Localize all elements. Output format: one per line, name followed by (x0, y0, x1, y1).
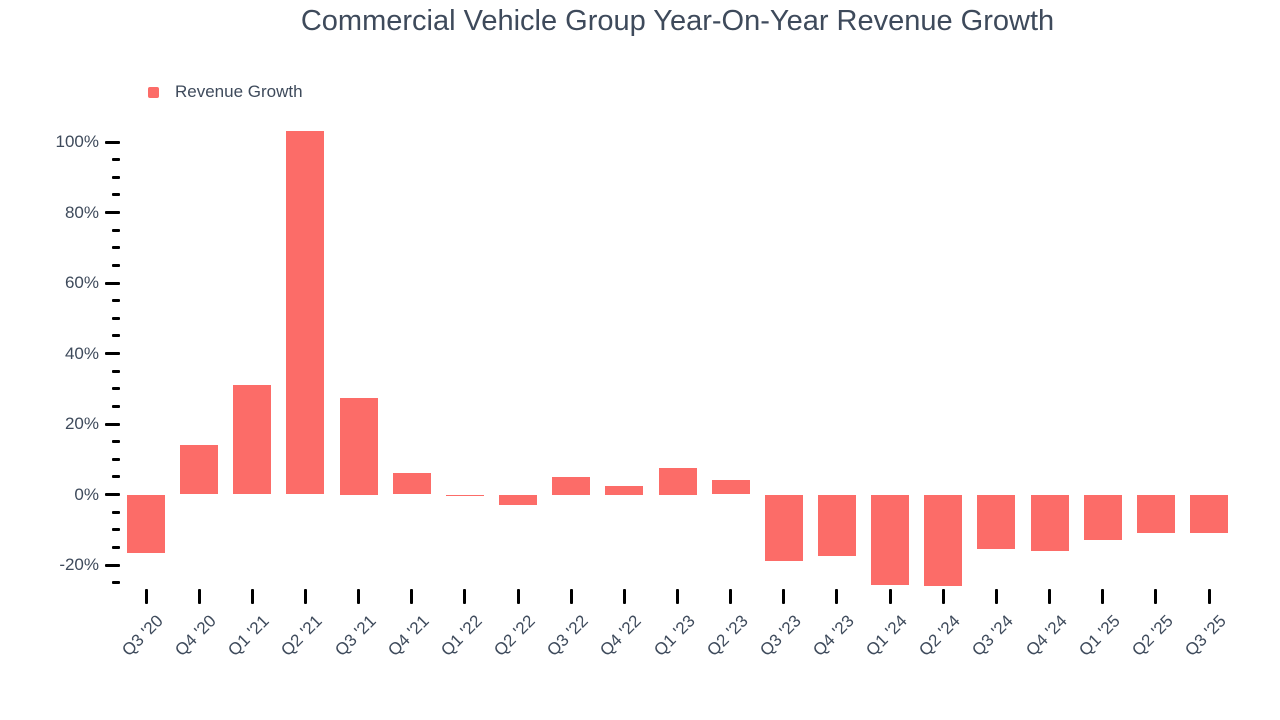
x-tick (144, 589, 148, 604)
legend-swatch-icon (148, 86, 159, 98)
x-tick (782, 589, 786, 604)
y-major-tick (105, 493, 120, 496)
bar (233, 385, 272, 495)
x-tick (1154, 589, 1158, 604)
y-tick-label: 20% (64, 414, 99, 433)
x-tick (357, 589, 361, 604)
x-tick (729, 589, 733, 604)
x-tick (676, 589, 679, 604)
y-minor-tick (112, 263, 120, 267)
y-major-tick (105, 140, 120, 144)
y-minor-tick (112, 193, 120, 197)
chart-title: Commercial Vehicle Group Year-On-Year Re… (300, 5, 1055, 37)
bar (764, 494, 803, 562)
y-minor-tick (112, 581, 120, 585)
x-tick (250, 589, 254, 604)
y-tick-label: 80% (64, 202, 99, 222)
y-minor-tick (112, 316, 120, 320)
x-tick (516, 589, 520, 604)
legend-label: Revenue Growth (175, 82, 303, 101)
bar (499, 494, 538, 506)
x-tick (622, 589, 626, 604)
bar (658, 468, 697, 495)
y-minor-tick (112, 334, 120, 338)
x-tick (1207, 589, 1211, 604)
y-minor-tick (112, 175, 120, 179)
bar (339, 397, 378, 495)
y-major-tick (105, 352, 120, 355)
bar (1136, 494, 1175, 534)
y-minor-tick (112, 246, 120, 250)
y-minor-tick (112, 158, 120, 162)
x-tick (1048, 589, 1052, 604)
bar (127, 494, 165, 553)
y-major-tick (105, 422, 120, 426)
y-minor-tick (112, 457, 120, 461)
bar (286, 131, 325, 495)
y-minor-tick (112, 404, 120, 408)
bar (1190, 494, 1228, 534)
y-minor-tick (112, 299, 120, 303)
y-minor-tick (112, 440, 120, 444)
x-tick (303, 589, 307, 604)
x-tick (941, 589, 945, 604)
x-tick (410, 589, 414, 604)
bar (1030, 494, 1069, 551)
bar (392, 473, 431, 495)
bar (605, 485, 644, 495)
x-tick (994, 589, 998, 604)
y-minor-tick (112, 475, 120, 479)
y-major-tick (105, 281, 120, 285)
y-minor-tick (112, 510, 120, 514)
bar (552, 476, 591, 495)
y-minor-tick (112, 545, 120, 549)
y-tick-label: 60% (64, 273, 99, 292)
x-tick (197, 589, 201, 604)
x-tick (463, 589, 467, 604)
bar (711, 480, 750, 495)
y-minor-tick (112, 528, 120, 532)
y-major-tick (105, 563, 120, 567)
x-tick (835, 589, 839, 604)
bar (871, 494, 910, 586)
bar (445, 494, 484, 496)
legend: Revenue Growth (148, 80, 303, 104)
x-tick (888, 589, 892, 604)
y-tick-label: 40% (64, 343, 99, 363)
x-tick (1101, 589, 1105, 604)
y-tick-label: -20% (59, 555, 99, 574)
y-major-tick (105, 211, 120, 214)
y-minor-tick (112, 387, 120, 391)
y-tick-label: 0% (74, 484, 99, 504)
y-tick-label: 100% (55, 132, 99, 151)
y-minor-tick (112, 228, 120, 232)
y-minor-tick (112, 369, 120, 373)
bar (817, 494, 856, 557)
x-tick (569, 589, 573, 604)
bar (1083, 494, 1122, 541)
bar (180, 445, 219, 495)
bar (977, 494, 1016, 550)
bar (924, 494, 963, 587)
